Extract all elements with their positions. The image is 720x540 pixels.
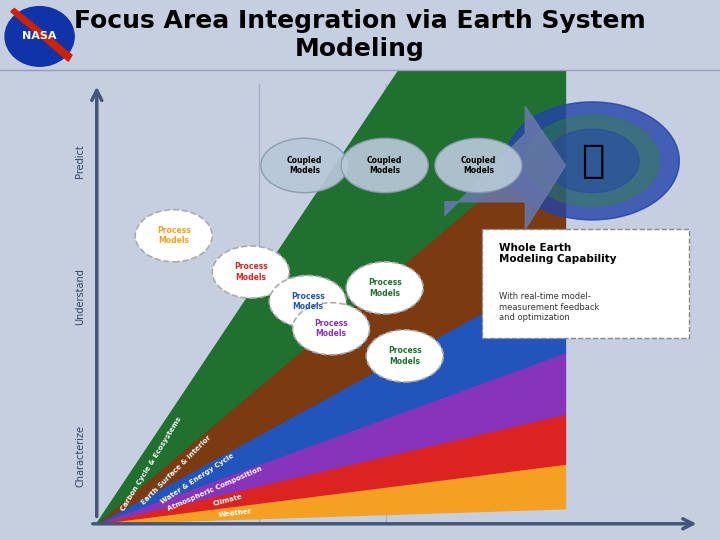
Ellipse shape (135, 210, 212, 262)
Ellipse shape (269, 275, 346, 328)
Text: Earth Surface & Interior: Earth Surface & Interior (140, 435, 212, 506)
Polygon shape (99, 353, 565, 523)
Polygon shape (99, 127, 565, 523)
Polygon shape (100, 414, 565, 523)
Text: 🌍: 🌍 (580, 142, 604, 180)
Text: Coupled
Models: Coupled Models (287, 156, 322, 175)
Text: Process
Models: Process Models (388, 346, 422, 366)
Polygon shape (99, 267, 565, 523)
Polygon shape (11, 9, 72, 62)
Text: Coupled
Models: Coupled Models (367, 156, 402, 175)
Text: With real-time model-
measurement feedback
and optimization: With real-time model- measurement feedba… (498, 293, 599, 322)
Text: Carbon Cycle & Ecosystems: Carbon Cycle & Ecosystems (120, 416, 182, 512)
Text: Process
Models: Process Models (314, 319, 348, 339)
Text: Process
Models: Process Models (234, 262, 268, 282)
Text: Characterize: Characterize (75, 425, 85, 487)
Ellipse shape (212, 246, 289, 298)
Circle shape (546, 129, 639, 193)
Text: Whole Earth
Modeling Capability: Whole Earth Modeling Capability (498, 242, 616, 264)
Ellipse shape (341, 138, 428, 193)
Ellipse shape (435, 138, 522, 193)
Text: Water & Energy Cycle: Water & Energy Cycle (160, 453, 235, 505)
Circle shape (505, 102, 679, 220)
FancyBboxPatch shape (482, 229, 689, 338)
Text: Process
Models: Process Models (291, 292, 325, 311)
Text: Climate: Climate (212, 494, 243, 507)
Text: Focus Area Integration via Earth System
Modeling: Focus Area Integration via Earth System … (74, 9, 646, 61)
Text: Coupled
Models: Coupled Models (461, 156, 496, 175)
Polygon shape (100, 464, 565, 524)
Ellipse shape (292, 302, 369, 355)
Text: Understand: Understand (75, 268, 85, 326)
Ellipse shape (346, 262, 423, 314)
Ellipse shape (366, 330, 444, 382)
Ellipse shape (261, 138, 348, 193)
Circle shape (5, 6, 74, 66)
Text: NASA: NASA (22, 31, 57, 42)
Circle shape (526, 116, 660, 206)
Text: Predict: Predict (75, 144, 85, 178)
Polygon shape (98, 0, 565, 522)
Text: Atmospheric Composition: Atmospheric Composition (167, 465, 263, 512)
Text: Process
Models: Process Models (157, 226, 191, 246)
Polygon shape (445, 106, 565, 229)
Text: Process
Models: Process Models (368, 278, 402, 298)
Text: Weather: Weather (218, 508, 253, 518)
Circle shape (505, 102, 679, 220)
